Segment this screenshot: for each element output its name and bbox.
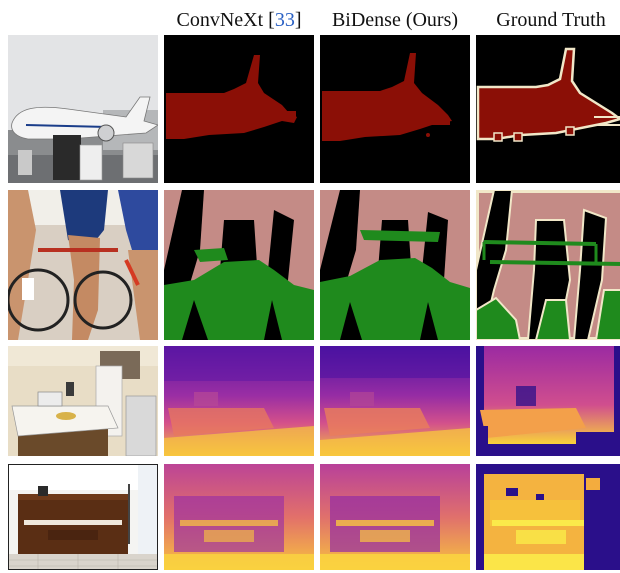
input-image-kitchen xyxy=(8,346,158,456)
column-title-suffix: ] xyxy=(294,9,302,31)
column-header-convnext: ConvNeXt [33] xyxy=(164,6,314,34)
ground-truth-cyclists xyxy=(476,190,620,340)
ground-truth-airplane xyxy=(476,35,620,183)
input-image-piano xyxy=(8,464,158,570)
column-title: BiDense (Ours) xyxy=(331,9,459,31)
prediction-convnext-airplane xyxy=(164,35,314,183)
prediction-convnext-kitchen xyxy=(164,346,314,456)
prediction-convnext-piano xyxy=(164,464,314,570)
ground-truth-kitchen xyxy=(476,346,620,456)
column-title: ConvNeXt [ xyxy=(176,9,275,31)
prediction-bidense-airplane xyxy=(320,35,470,183)
column-header-ground-truth: Ground Truth xyxy=(476,6,620,34)
prediction-convnext-cyclists xyxy=(164,190,314,340)
citation-link[interactable]: 33 xyxy=(274,9,295,31)
prediction-bidense-cyclists xyxy=(320,190,470,340)
input-image-airplane xyxy=(8,35,158,183)
column-title: Ground Truth xyxy=(496,9,606,31)
prediction-bidense-piano xyxy=(320,464,470,570)
ground-truth-piano xyxy=(476,464,620,570)
prediction-bidense-kitchen xyxy=(320,346,470,456)
input-image-cyclists xyxy=(8,190,158,340)
column-header-bidense: BiDense (Ours) xyxy=(320,6,470,34)
